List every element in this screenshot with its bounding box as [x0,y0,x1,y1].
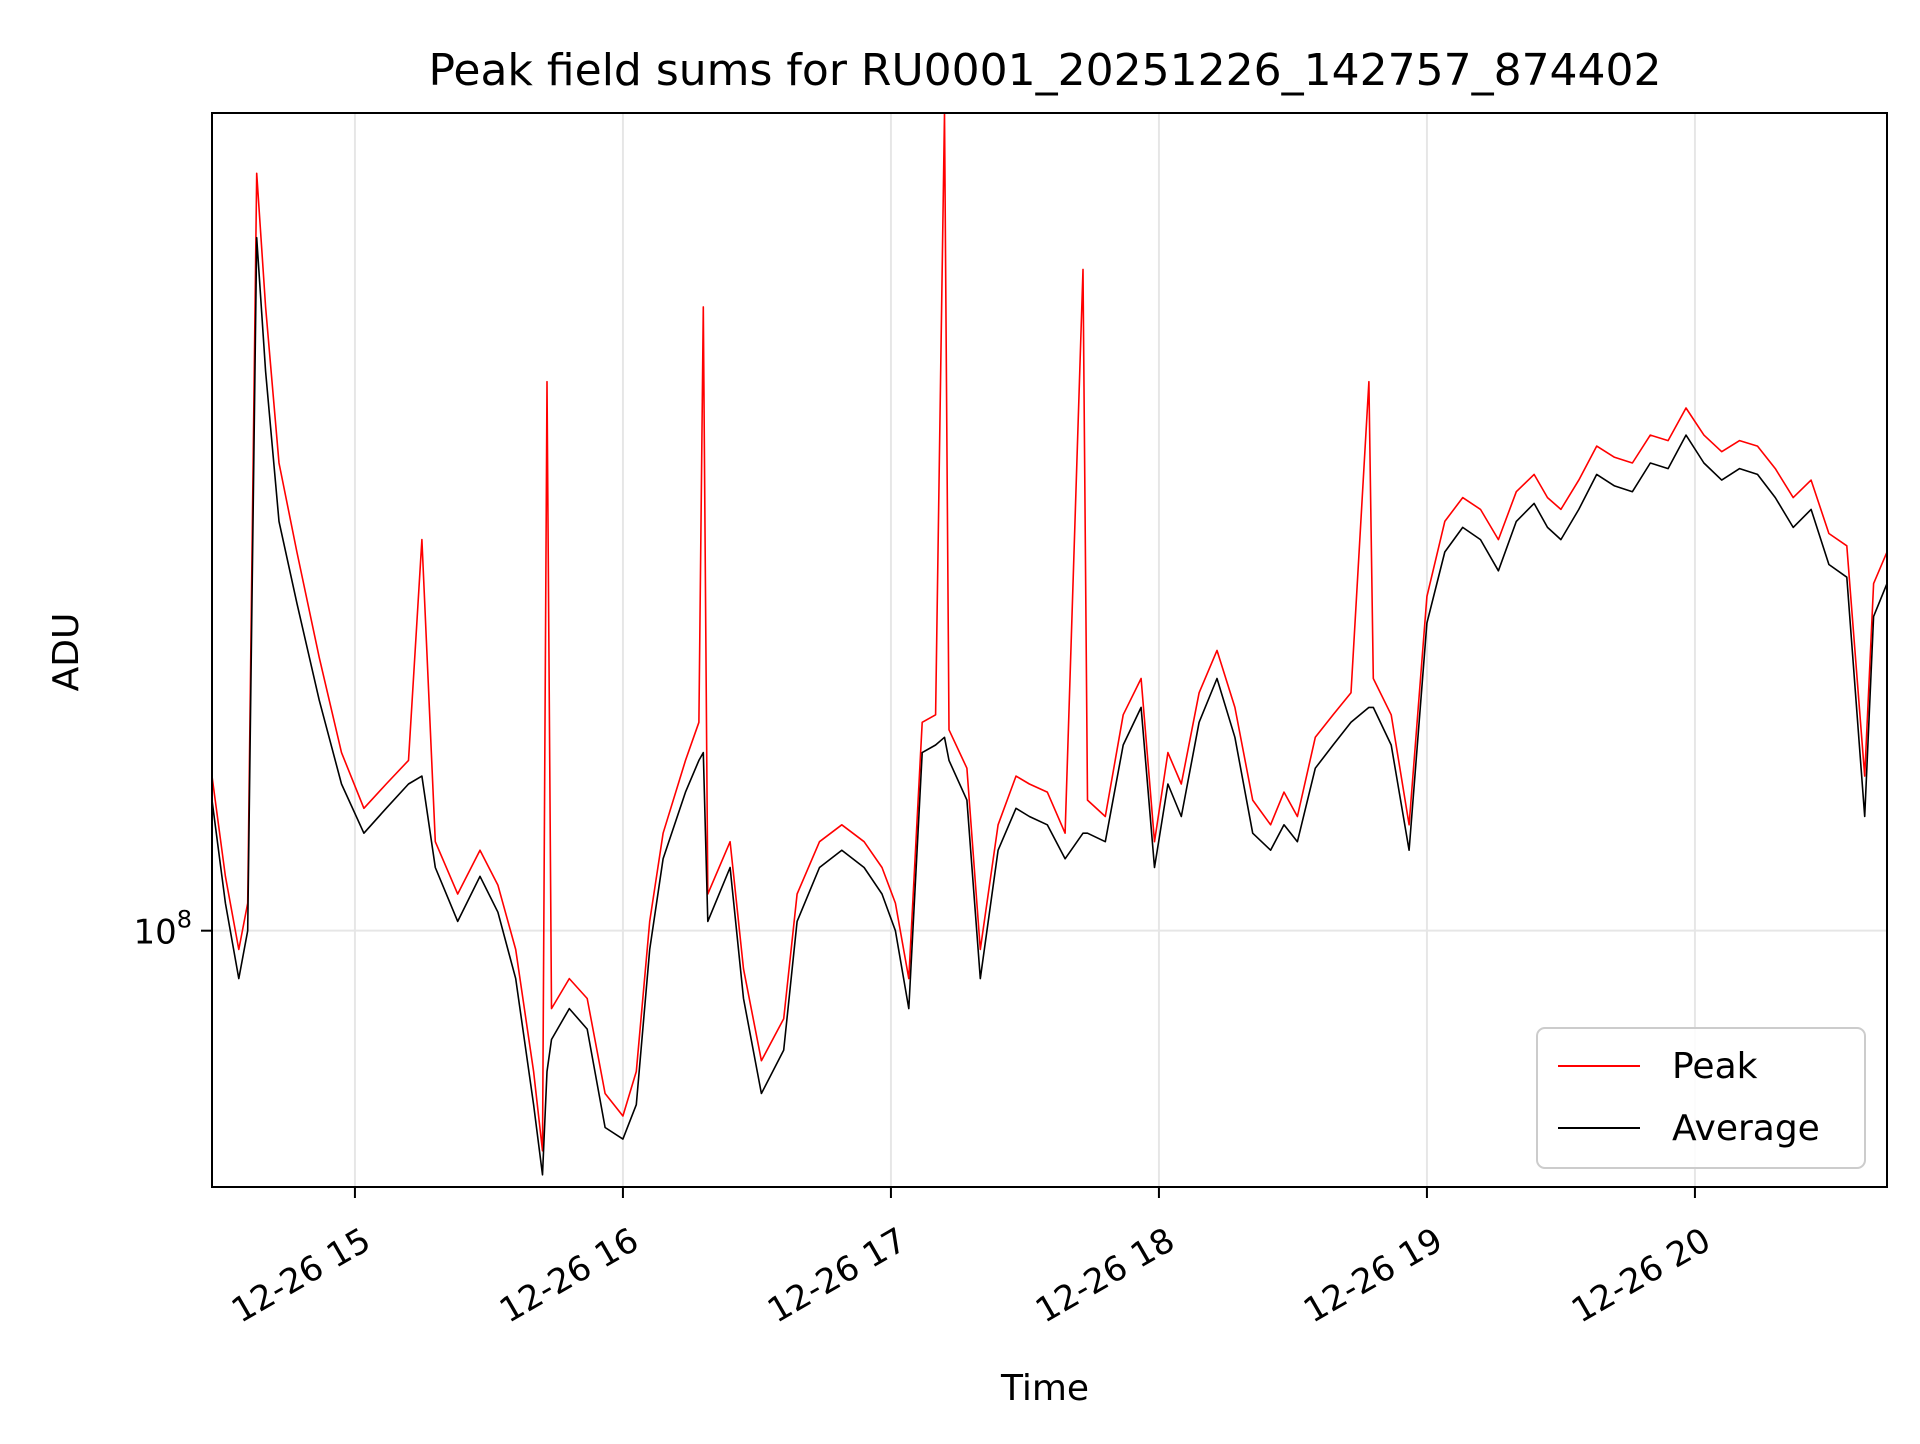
plot-frame [211,112,1888,1188]
series-line-average [211,236,1888,1176]
y-axis-ticks: 108 [133,906,212,953]
legend-peak-label: Peak [1672,1046,1758,1087]
legend-average-label: Average [1672,1108,1820,1149]
x-axis-label: Time [1000,1368,1089,1409]
series-layer [211,112,1888,1176]
series-line-peak [211,112,1888,1152]
legend: Peak Average [1536,1027,1866,1169]
y-axis-label: ADU [46,613,87,692]
grid-layer [212,113,1887,1187]
chart-title: Peak field sums for RU0001_20251226_1427… [428,45,1661,96]
legend-box [1536,1027,1866,1169]
y-tick-label: 108 [133,906,192,953]
